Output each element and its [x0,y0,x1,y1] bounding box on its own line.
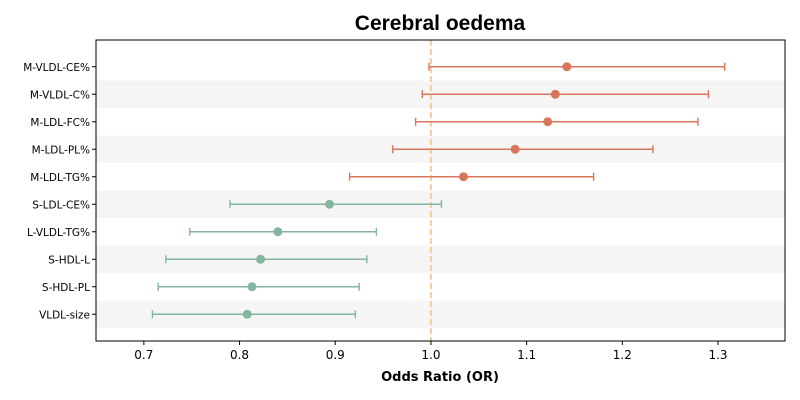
x-tick-label: 1.3 [708,348,727,362]
forest-row [165,254,368,264]
plot-frame [95,39,786,342]
or-point [510,144,520,154]
or-point [273,227,283,237]
x-tick-label: 1.2 [613,348,632,362]
or-point [242,309,252,319]
y-tick-label: VLDL-size [39,309,90,321]
forest-row [428,62,726,72]
x-tick-label: 0.8 [230,348,249,362]
x-tick-label: 0.7 [134,348,153,362]
y-tick-label: L-VLDL-TG% [27,227,90,239]
y-tick-label: M-VLDL-CE% [23,62,90,74]
y-tick-label: M-VLDL-C% [30,89,90,101]
x-tick-label: 1.0 [421,348,440,362]
forest-row [229,199,443,209]
y-tick-label: S-HDL-L [48,254,90,266]
forest-row [414,117,699,127]
forest-row [421,89,710,99]
or-point [562,62,572,72]
y-tick-label: M-LDL-FC% [30,117,90,129]
or-point [550,89,560,99]
forest-row [189,227,378,237]
or-point [256,254,266,264]
x-axis-ticks: 0.7 0.8 0.9 1.0 1.1 1.2 1.3 [134,341,728,362]
y-tick-label: S-LDL-CE% [32,199,90,211]
forest-row [157,282,360,292]
data-marks [151,62,726,319]
or-point [324,199,334,209]
y-axis-labels: M-VLDL-CE% M-VLDL-C% M-LDL-FC% M-LDL-PL% M-L… [23,62,96,321]
x-tick-label: 1.1 [517,348,536,362]
forest-row [151,309,357,319]
or-point [247,282,257,292]
y-tick-label: S-HDL-PL [42,282,90,294]
x-axis-label: Odds Ratio (OR) [381,370,499,385]
y-tick-label: M-LDL-TG% [30,172,90,184]
y-tick-label: M-LDL-PL% [32,144,90,156]
or-point [543,117,553,127]
x-tick-label: 0.9 [326,348,345,362]
forest-row [348,172,595,182]
chart-title: Cerebral oedema [355,12,526,35]
forest-row [391,144,654,154]
or-point [458,172,468,182]
